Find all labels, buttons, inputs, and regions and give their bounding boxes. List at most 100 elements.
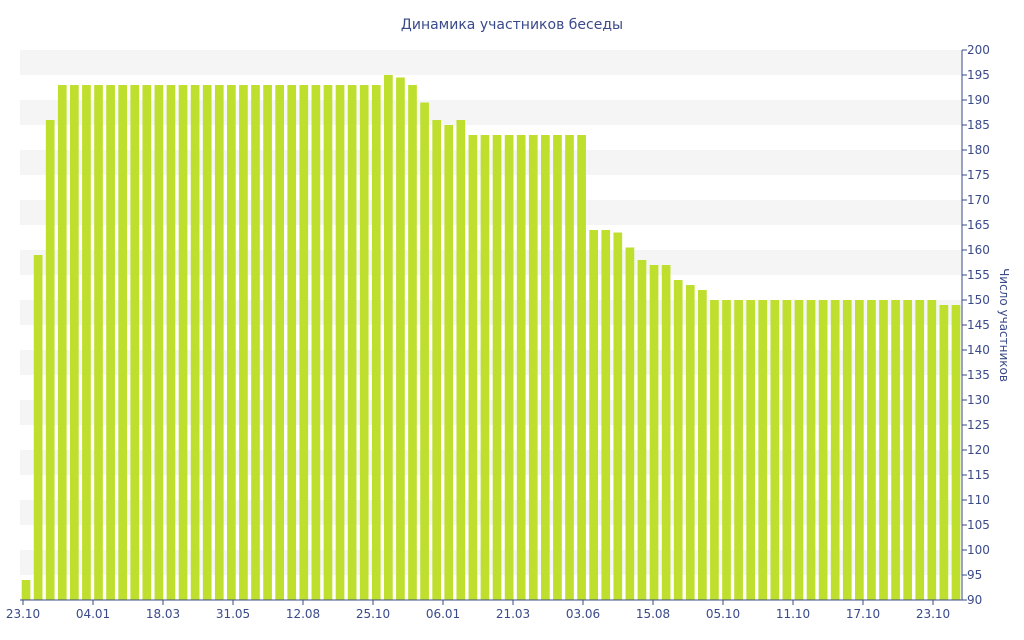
bar	[456, 120, 466, 600]
x-tick-label: 05.10	[706, 607, 740, 621]
x-tick-label: 31.05	[216, 607, 250, 621]
x-tick-label: 17.10	[846, 607, 880, 621]
bar	[879, 300, 888, 600]
bar	[444, 125, 454, 600]
y-tick-label: 120	[967, 443, 990, 457]
y-tick-label: 100	[967, 543, 990, 557]
y-tick-label: 155	[967, 268, 990, 282]
x-tick-label: 18.03	[146, 607, 180, 621]
bar	[601, 230, 611, 600]
y-tick-label: 135	[967, 368, 990, 382]
y-tick-label: 160	[967, 243, 990, 257]
bar	[251, 85, 260, 600]
x-tick-label: 04.01	[76, 607, 110, 621]
bar	[637, 260, 647, 600]
bar	[359, 85, 369, 600]
bar	[396, 77, 405, 600]
bar	[734, 300, 743, 600]
grid-band	[20, 100, 962, 125]
bar	[818, 300, 828, 600]
y-tick-label: 185	[967, 118, 990, 132]
x-tick-label: 21.03	[496, 607, 530, 621]
bar	[891, 300, 900, 600]
bar	[698, 290, 707, 600]
y-tick-label: 90	[967, 593, 982, 607]
bar	[130, 85, 140, 600]
bar	[299, 85, 309, 600]
bar	[335, 85, 345, 600]
bar	[927, 300, 937, 600]
y-tick-label: 110	[967, 493, 990, 507]
bar	[830, 300, 840, 600]
bar	[577, 135, 586, 600]
bar	[142, 85, 152, 600]
x-tick-label: 25.10	[356, 607, 390, 621]
bar	[384, 75, 393, 600]
bar	[287, 85, 297, 600]
bar	[915, 300, 925, 600]
y-tick-label: 140	[967, 343, 990, 357]
bars	[21, 75, 961, 600]
y-tick-label: 170	[967, 193, 990, 207]
grid-band	[20, 550, 962, 575]
grid-band	[20, 450, 962, 475]
bar	[504, 135, 514, 600]
bar	[227, 85, 236, 600]
grid-band	[20, 400, 962, 425]
grid-band	[20, 350, 962, 375]
y-tick-label: 145	[967, 318, 990, 332]
grid-band	[20, 50, 962, 75]
bar	[939, 305, 949, 600]
bar	[782, 300, 792, 600]
y-tick-label: 150	[967, 293, 990, 307]
y-tick-label: 190	[967, 93, 990, 107]
y-tick-label: 165	[967, 218, 990, 232]
bar	[565, 135, 574, 600]
y-tick-label: 195	[967, 68, 990, 82]
y-tick-label: 175	[967, 168, 990, 182]
bar	[516, 135, 526, 600]
x-tick-label: 23.10	[916, 607, 950, 621]
x-tick-label: 23.10	[6, 607, 40, 621]
bar	[118, 85, 128, 600]
bar	[311, 85, 321, 600]
y-tick-label: 105	[967, 518, 990, 532]
x-tick-label: 15.08	[636, 607, 670, 621]
bar	[903, 300, 913, 600]
bar	[263, 85, 272, 600]
bar	[166, 85, 176, 600]
grid-band	[20, 200, 962, 225]
y-tick-label: 95	[967, 568, 982, 582]
bar	[770, 300, 780, 600]
bar	[178, 85, 188, 600]
bar	[758, 300, 768, 600]
bar	[33, 255, 43, 600]
bar	[553, 135, 562, 600]
bar	[673, 280, 683, 600]
bar	[613, 232, 623, 600]
x-tick-label: 03.06	[566, 607, 600, 621]
bar	[70, 85, 79, 600]
y-tick-label: 115	[967, 468, 990, 482]
bar	[842, 300, 852, 600]
bar	[492, 135, 502, 600]
x-axis: 23.10 04.01 18.03 31.05 12.08 25.10 06.01 21.03…	[6, 599, 962, 621]
bar	[722, 300, 731, 600]
y-tick-label: 125	[967, 418, 990, 432]
bar	[154, 85, 164, 600]
y-tick-label: 180	[967, 143, 990, 157]
grid-band	[20, 500, 962, 525]
bar	[432, 120, 442, 600]
grid-band	[20, 300, 962, 325]
y-axis: 90 95 100 105 110 115 120 125 130 135 140 145 150 155…	[961, 43, 990, 607]
bar	[420, 102, 429, 600]
x-tick-label: 06.01	[426, 607, 460, 621]
bar	[57, 85, 67, 600]
bar	[202, 85, 212, 600]
bar	[685, 285, 695, 600]
bar	[239, 85, 248, 600]
bar	[214, 85, 224, 600]
bar	[82, 85, 91, 600]
background-bands	[20, 50, 962, 575]
bar	[371, 85, 381, 600]
